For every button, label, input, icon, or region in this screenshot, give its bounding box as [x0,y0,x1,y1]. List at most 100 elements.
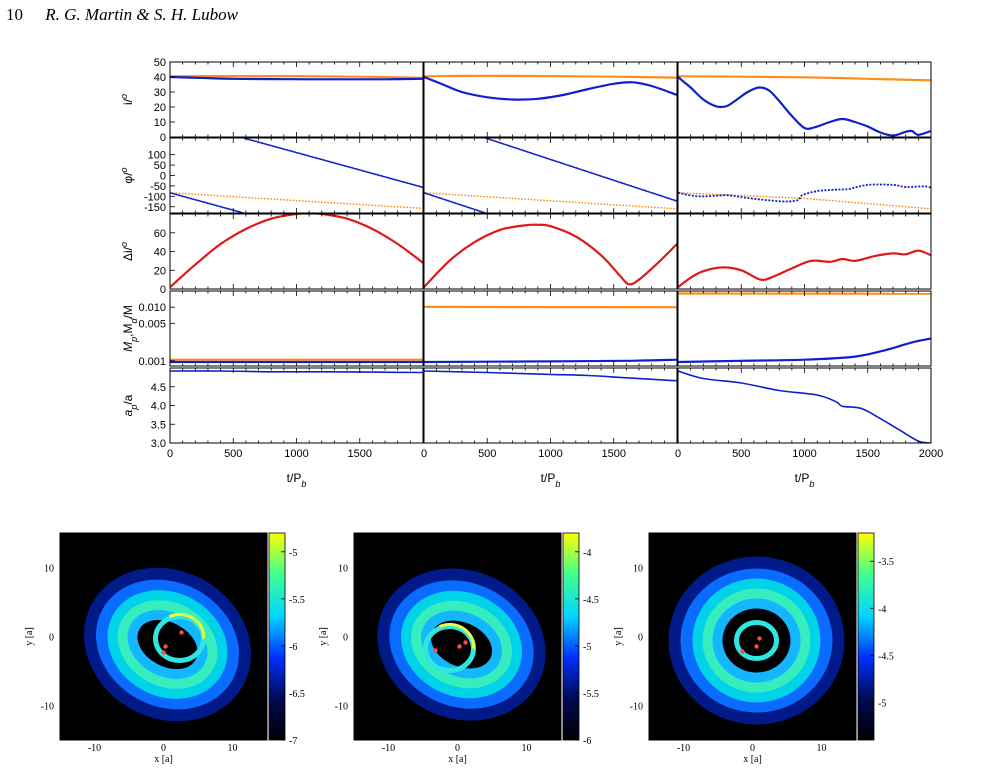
disc-cavity [430,620,493,669]
x-tick-label: 10 [522,743,532,754]
series-point [203,194,206,196]
series-point [229,195,232,198]
series-point [377,204,380,207]
y-axis-label-part: o [119,167,129,172]
series-point [857,201,860,204]
y-tick-label: 0 [160,171,166,183]
series-point [584,202,587,204]
series-point [622,204,625,207]
y-axis-label: φ/o [119,167,135,183]
series-point [600,203,602,205]
series-point [396,206,399,208]
series-point [178,192,181,195]
x-tick-label: -10 [382,743,395,754]
x-axis-label: x [a] [448,754,467,765]
series-point [911,206,913,209]
colorbar-tick-label: -7 [289,736,297,747]
x-tick-label: 0 [750,743,755,754]
x-tick-label: 500 [732,448,750,460]
series-point [841,200,844,203]
series-point [264,197,266,200]
y-axis-label: Mp,Md/M [121,305,139,352]
series-point [819,198,822,201]
panel-1-4 [424,370,677,382]
y-tick-label: 10 [44,564,54,575]
y-axis-label: Δi/o [119,242,135,261]
series-point [746,195,749,197]
series-point [442,193,444,195]
y-axis-label: ap/a [121,394,139,416]
colorbar-tick-label: -6 [583,736,591,747]
series-point [486,195,489,198]
series-orange-phase [678,191,931,210]
series-point [429,192,432,195]
series-point [759,195,762,198]
series-point [619,204,621,207]
binary-or-planet-marker [179,630,184,635]
series-point [511,197,514,200]
y-tick-label: -150 [144,202,166,214]
x-tick-label: 0 [161,743,166,754]
series-point [606,203,609,206]
series-point [908,206,910,208]
panel-frame [423,61,678,138]
series-point [813,198,815,201]
series-blue-phase [170,138,423,213]
series-point [438,192,441,195]
series-point [718,193,720,196]
series-blue-inclination [678,76,931,137]
series-point [660,206,663,209]
series-point [923,207,926,210]
y-tick-label: -10 [41,702,54,713]
series-point [672,207,675,210]
series-point [387,205,390,208]
series-point [311,200,314,203]
y-tick-label: 40 [154,72,166,84]
series-point [432,192,435,195]
series-point [467,194,470,197]
y-axis-label-part: φ/ [121,172,135,184]
panel-frame [677,137,932,214]
series-point [644,205,647,208]
panel-0-0 [170,74,423,81]
series-point [895,205,898,207]
series-point [870,203,872,205]
series-point [476,195,479,198]
series-point [492,196,495,199]
panel-frame [169,213,424,290]
colorbar-tick-label: -5 [289,548,297,559]
y-tick-label: 100 [148,150,166,162]
series-point [847,201,850,204]
series-point [696,192,698,195]
x-tick-label: 0 [675,448,681,460]
series-point [669,207,672,210]
series-point [692,192,695,195]
series-point [445,193,447,196]
series-point [603,203,606,206]
map-image [354,533,561,740]
series-blue-mass [678,337,931,364]
y-axis-label-part: M [121,342,135,352]
colorbar-tick-label: -6 [289,642,297,653]
series-point [772,196,774,198]
inner-circumplanetary-ring [734,620,779,661]
series-point [200,193,203,196]
series-point [835,200,837,202]
panel-2-0 [678,75,931,137]
series-point [336,202,339,205]
series-point [254,197,257,200]
x-tick-label: -10 [88,743,101,754]
series-point [708,193,711,196]
series-point [851,201,853,204]
series-point [448,193,451,196]
panel-frame [169,61,424,138]
y-axis-label-part: d [129,318,139,324]
series-point [530,198,533,201]
series-point [267,197,269,200]
panel-1-2 [424,223,677,288]
series-point [276,198,279,201]
series-point [885,204,888,207]
disc-cavity [722,608,791,673]
series-point [625,204,628,207]
series-blue-phase [424,138,677,213]
